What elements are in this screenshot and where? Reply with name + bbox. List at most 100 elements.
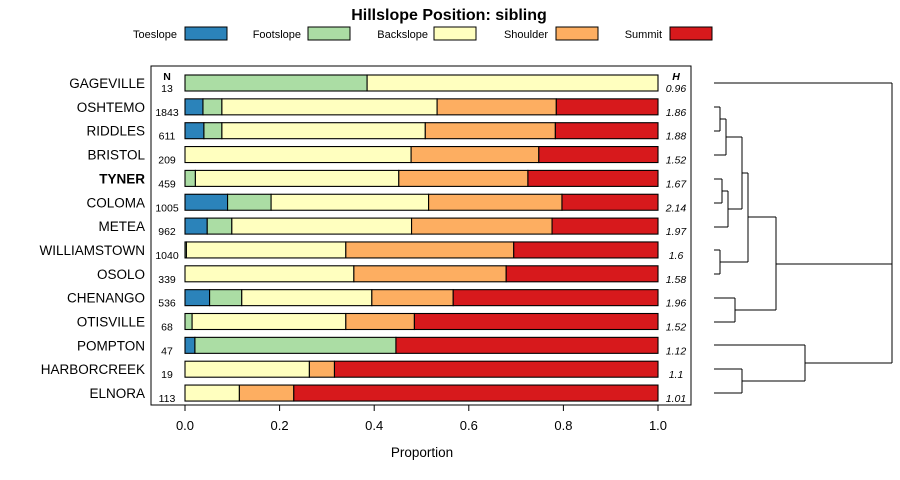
h-value: 1.1 [669, 369, 684, 381]
n-column-header: N [163, 71, 171, 83]
category-label: GAGEVILLE [69, 76, 145, 91]
x-tick-label: 1.0 [649, 418, 667, 433]
dendrogram-link [714, 190, 729, 228]
bar-segment [436, 98, 557, 116]
bar-segment [209, 289, 243, 307]
dendrogram-link [714, 178, 723, 204]
dendrogram-link [714, 82, 893, 364]
n-value: 962 [158, 226, 176, 238]
legend-label: Backslope [377, 29, 428, 41]
category-label: BRISTOL [87, 148, 145, 163]
legend: Toeslope Footslope Backslope Shoulder Summit [133, 26, 713, 41]
bar-segment [184, 98, 204, 116]
n-value: 209 [158, 155, 176, 167]
row-labels-group: GAGEVILLE 13 0.96 OSHTEMO 1843 1.86 RIDDLES 611… [39, 76, 687, 405]
dendrogram-link [735, 216, 777, 311]
x-tick-label: 0.4 [365, 418, 383, 433]
bar-segment [345, 312, 415, 331]
h-value: 0.96 [666, 83, 687, 95]
bar-segment [194, 336, 397, 354]
n-value: 68 [161, 322, 173, 334]
bar-segment [366, 74, 659, 92]
category-label: COLOMA [86, 195, 145, 210]
bar-segment [191, 312, 347, 331]
category-label: OSOLO [97, 267, 145, 282]
bar-segment [345, 241, 515, 259]
bar-segment [527, 169, 659, 187]
x-tick-label: 0.8 [554, 418, 572, 433]
n-value: 339 [158, 274, 176, 286]
bar-segment [184, 312, 193, 331]
category-label: POMPTON [77, 338, 145, 353]
bar-segment [238, 384, 295, 402]
x-tick-label: 0.0 [176, 418, 194, 433]
dendrogram-link [714, 249, 721, 275]
legend-swatch [184, 26, 228, 41]
bar-segment [184, 122, 205, 140]
bar-segment [293, 384, 659, 402]
h-value: 1.52 [666, 155, 687, 167]
x-tick-label: 0.2 [271, 418, 289, 433]
x-axis-label: Proportion [391, 445, 453, 460]
bar-segment [184, 336, 196, 354]
category-label: TYNER [99, 171, 145, 186]
legend-swatch [307, 26, 351, 41]
h-value: 1.88 [666, 131, 687, 143]
bar-segment [505, 265, 659, 283]
bar-segment [184, 193, 229, 211]
bar-segment [270, 193, 430, 211]
category-label: ELNORA [89, 386, 145, 401]
bar-segment [333, 360, 659, 378]
bar-segment [513, 241, 659, 259]
plot-frame [150, 65, 692, 406]
bars-group [184, 74, 659, 402]
bar-segment [184, 384, 240, 402]
legend-label: Footslope [253, 29, 301, 41]
category-label: CHENANGO [67, 291, 145, 306]
n-value: 47 [161, 345, 173, 357]
n-value: 1005 [155, 202, 179, 214]
bar-segment [203, 122, 223, 140]
bar-segment [452, 289, 659, 307]
bar-segment [411, 217, 553, 235]
dendrogram-link [720, 172, 749, 263]
dendrogram-link [714, 297, 736, 323]
bar-segment [206, 217, 233, 235]
bar-segment [353, 265, 507, 283]
x-tick-label: 0.6 [460, 418, 478, 433]
category-label: RIDDLES [86, 124, 145, 139]
bar-segment [554, 122, 659, 140]
n-value: 536 [158, 298, 176, 310]
h-value: 1.96 [666, 298, 687, 310]
h-value: 1.86 [666, 107, 687, 119]
bar-segment [221, 122, 426, 140]
dendrogram [714, 82, 893, 394]
bar-segment [308, 360, 336, 378]
bar-segment [184, 217, 208, 235]
bar-segment [184, 289, 211, 307]
bar-segment [551, 217, 659, 235]
bar-segment [413, 312, 659, 331]
legend-label: Toeslope [133, 29, 177, 41]
bar-segment [428, 193, 563, 211]
n-value: 1040 [155, 250, 179, 262]
bar-segment [561, 193, 659, 211]
bar-segment [424, 122, 556, 140]
bar-segment [410, 146, 540, 164]
legend-swatch [555, 26, 599, 41]
h-value: 1.58 [666, 274, 687, 286]
h-value: 1.6 [669, 250, 684, 262]
bar-segment [555, 98, 659, 116]
n-value: 611 [159, 131, 176, 143]
n-value: 459 [158, 178, 176, 190]
bar-segment [221, 98, 438, 116]
n-value: 1843 [155, 107, 179, 119]
bar-segment [185, 241, 347, 259]
category-label: OTISVILLE [77, 315, 145, 330]
n-value: 19 [161, 369, 173, 381]
category-label: OSHTEMO [77, 100, 145, 115]
bar-segment [184, 360, 310, 378]
h-value: 1.97 [666, 226, 688, 238]
n-value: 113 [159, 393, 176, 405]
dendrogram-link [714, 368, 743, 394]
